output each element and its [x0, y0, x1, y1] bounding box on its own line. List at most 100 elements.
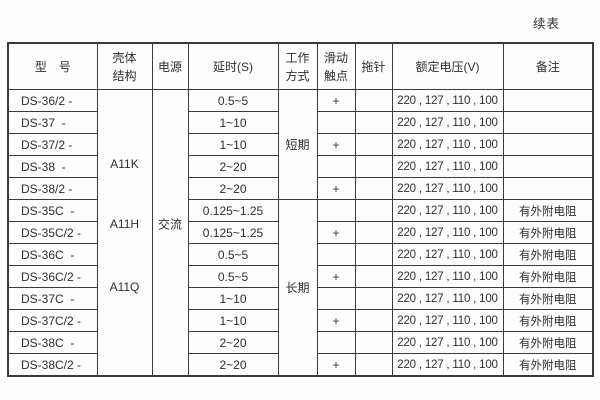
- header-housing: 壳体 结构: [96, 42, 153, 90]
- rated-voltage-cell: 220 , 127 , 110 , 100: [391, 221, 504, 244]
- relay-spec-table: 型 号 壳体 结构 电源 延时(S) 工作 方式 滑动 触点 拖针 额定电压(V…: [7, 42, 594, 377]
- sliding-contact-cell: +: [316, 265, 356, 288]
- delay-cell: 1~10: [187, 287, 279, 310]
- note-cell: 有外附电阻: [502, 243, 594, 266]
- rated-voltage-cell: 220 , 127 , 110 , 100: [391, 89, 504, 112]
- table-row: DS-38/2 - 2~20 +220 , 127 , 110 , 100: [7, 177, 594, 200]
- model-cell: DS-37 -: [7, 111, 98, 134]
- table-header: 型 号 壳体 结构 电源 延时(S) 工作 方式 滑动 触点 拖针 额定电压(V…: [7, 42, 594, 90]
- sliding-contact-cell: [316, 111, 356, 134]
- delay-cell: 0.5~5: [187, 243, 279, 266]
- rated-voltage-cell: 220 , 127 , 110 , 100: [391, 353, 504, 377]
- housing-group-label: A11K: [110, 157, 139, 172]
- header-sliding-contact: 滑动 触点: [316, 42, 356, 90]
- rated-voltage-cell: 220 , 127 , 110 , 100: [391, 309, 504, 332]
- model-cell: DS-36/2 -: [7, 89, 98, 112]
- note-cell: [502, 133, 594, 156]
- drag-needle-cell: [354, 265, 393, 288]
- rated-voltage-cell: 220 , 127 , 110 , 100: [391, 155, 504, 178]
- note-cell: 有外附电阻: [502, 287, 594, 310]
- rated-voltage-cell: 220 , 127 , 110 , 100: [391, 265, 504, 288]
- model-cell: DS-38C/2 -: [7, 353, 98, 377]
- drag-needle-cell: [354, 287, 393, 310]
- drag-needle-cell: [354, 155, 393, 178]
- model-cell: DS-35C/2 -: [7, 221, 98, 244]
- drag-needle-cell: [354, 221, 393, 244]
- model-cell: DS-38C -: [7, 331, 98, 354]
- note-cell: 有外附电阻: [502, 221, 594, 244]
- note-cell: 有外附电阻: [502, 199, 594, 222]
- sliding-contact-cell: +: [316, 133, 356, 156]
- model-cell: DS-37/2 -: [7, 133, 98, 156]
- header-row: 型 号 壳体 结构 电源 延时(S) 工作 方式 滑动 触点 拖针 额定电压(V…: [7, 42, 594, 90]
- spec-table-body: DS-36/2 - A11K A11H A11Q 交流 0.5~5 短期 +220 …: [7, 89, 594, 377]
- delay-cell: 0.5~5: [187, 89, 279, 112]
- table-row: DS-36/2 - A11K A11H A11Q 交流 0.5~5 短期 +220 …: [7, 89, 594, 377]
- note-cell: [502, 177, 594, 200]
- sliding-contact-cell: [316, 331, 356, 354]
- sliding-contact-cell: [316, 199, 356, 222]
- table-row: DS-37 - 1~10 220 , 127 , 110 , 100: [7, 111, 594, 134]
- power-cell: 交流: [151, 89, 189, 377]
- sliding-contact-cell: +: [316, 177, 356, 200]
- header-model: 型 号: [7, 42, 98, 90]
- note-cell: [502, 111, 594, 134]
- model-cell: DS-37C/2 -: [7, 309, 98, 332]
- drag-needle-cell: [354, 177, 393, 200]
- note-cell: 有外附电阻: [502, 353, 594, 377]
- rated-voltage-cell: 220 , 127 , 110 , 100: [391, 331, 504, 354]
- duty-mode-cell: 短期: [277, 89, 318, 200]
- table-row: DS-36C - 0.5~5 220 , 127 , 110 , 100 有外附电阻: [7, 243, 594, 266]
- sliding-contact-cell: +: [316, 309, 356, 332]
- header-duty-mode: 工作 方式: [277, 42, 318, 90]
- sliding-contact-cell: [316, 155, 356, 178]
- table-row: DS-37C/2 - 1~10 +220 , 127 , 110 , 100 有外附电…: [7, 309, 594, 332]
- drag-needle-cell: [354, 243, 393, 266]
- delay-cell: 1~10: [187, 111, 279, 134]
- model-cell: DS-38 -: [7, 155, 98, 178]
- header-drag-needle: 拖针: [354, 42, 393, 90]
- model-cell: DS-38/2 -: [7, 177, 98, 200]
- header-power: 电源: [151, 42, 189, 90]
- table-row: DS-38 - 2~20 220 , 127 , 110 , 100: [7, 155, 594, 178]
- rated-voltage-cell: 220 , 127 , 110 , 100: [391, 111, 504, 134]
- rated-voltage-cell: 220 , 127 , 110 , 100: [391, 199, 504, 222]
- sliding-contact-cell: +: [316, 353, 356, 377]
- model-cell: DS-36C/2 -: [7, 265, 98, 288]
- drag-needle-cell: [354, 111, 393, 134]
- housing-group-label: A11Q: [109, 279, 140, 294]
- duty-mode-cell: 长期: [277, 199, 318, 377]
- note-cell: [502, 89, 594, 112]
- drag-needle-cell: [354, 309, 393, 332]
- note-cell: 有外附电阻: [502, 265, 594, 288]
- drag-needle-cell: [354, 353, 393, 377]
- model-cell: DS-35C -: [7, 199, 98, 222]
- delay-cell: 0.125~1.25: [187, 221, 279, 244]
- model-cell: DS-36C -: [7, 243, 98, 266]
- table-row: DS-38C/2 - 2~20 +220 , 127 , 110 , 100 有外附电…: [7, 353, 594, 377]
- drag-needle-cell: [354, 89, 393, 112]
- delay-cell: 0.5~5: [187, 265, 279, 288]
- rated-voltage-cell: 220 , 127 , 110 , 100: [391, 287, 504, 310]
- header-delay: 延时(S): [187, 42, 279, 90]
- delay-cell: 2~20: [187, 353, 279, 377]
- rated-voltage-cell: 220 , 127 , 110 , 100: [391, 177, 504, 200]
- delay-cell: 2~20: [187, 155, 279, 178]
- housing-structure-cell: A11K A11H A11Q: [96, 89, 153, 377]
- model-cell: DS-37C -: [7, 287, 98, 310]
- delay-cell: 1~10: [187, 309, 279, 332]
- note-cell: 有外附电阻: [502, 309, 594, 332]
- housing-group-label: A11H: [109, 216, 140, 231]
- drag-needle-cell: [354, 133, 393, 156]
- header-notes: 备注: [502, 42, 594, 90]
- note-cell: [502, 155, 594, 178]
- note-cell: 有外附电阻: [502, 331, 594, 354]
- sliding-contact-cell: +: [316, 221, 356, 244]
- drag-needle-cell: [354, 331, 393, 354]
- rated-voltage-cell: 220 , 127 , 110 , 100: [391, 243, 504, 266]
- sliding-contact-cell: [316, 287, 356, 310]
- delay-cell: 1~10: [187, 133, 279, 156]
- delay-cell: 2~20: [187, 331, 279, 354]
- drag-needle-cell: [354, 199, 393, 222]
